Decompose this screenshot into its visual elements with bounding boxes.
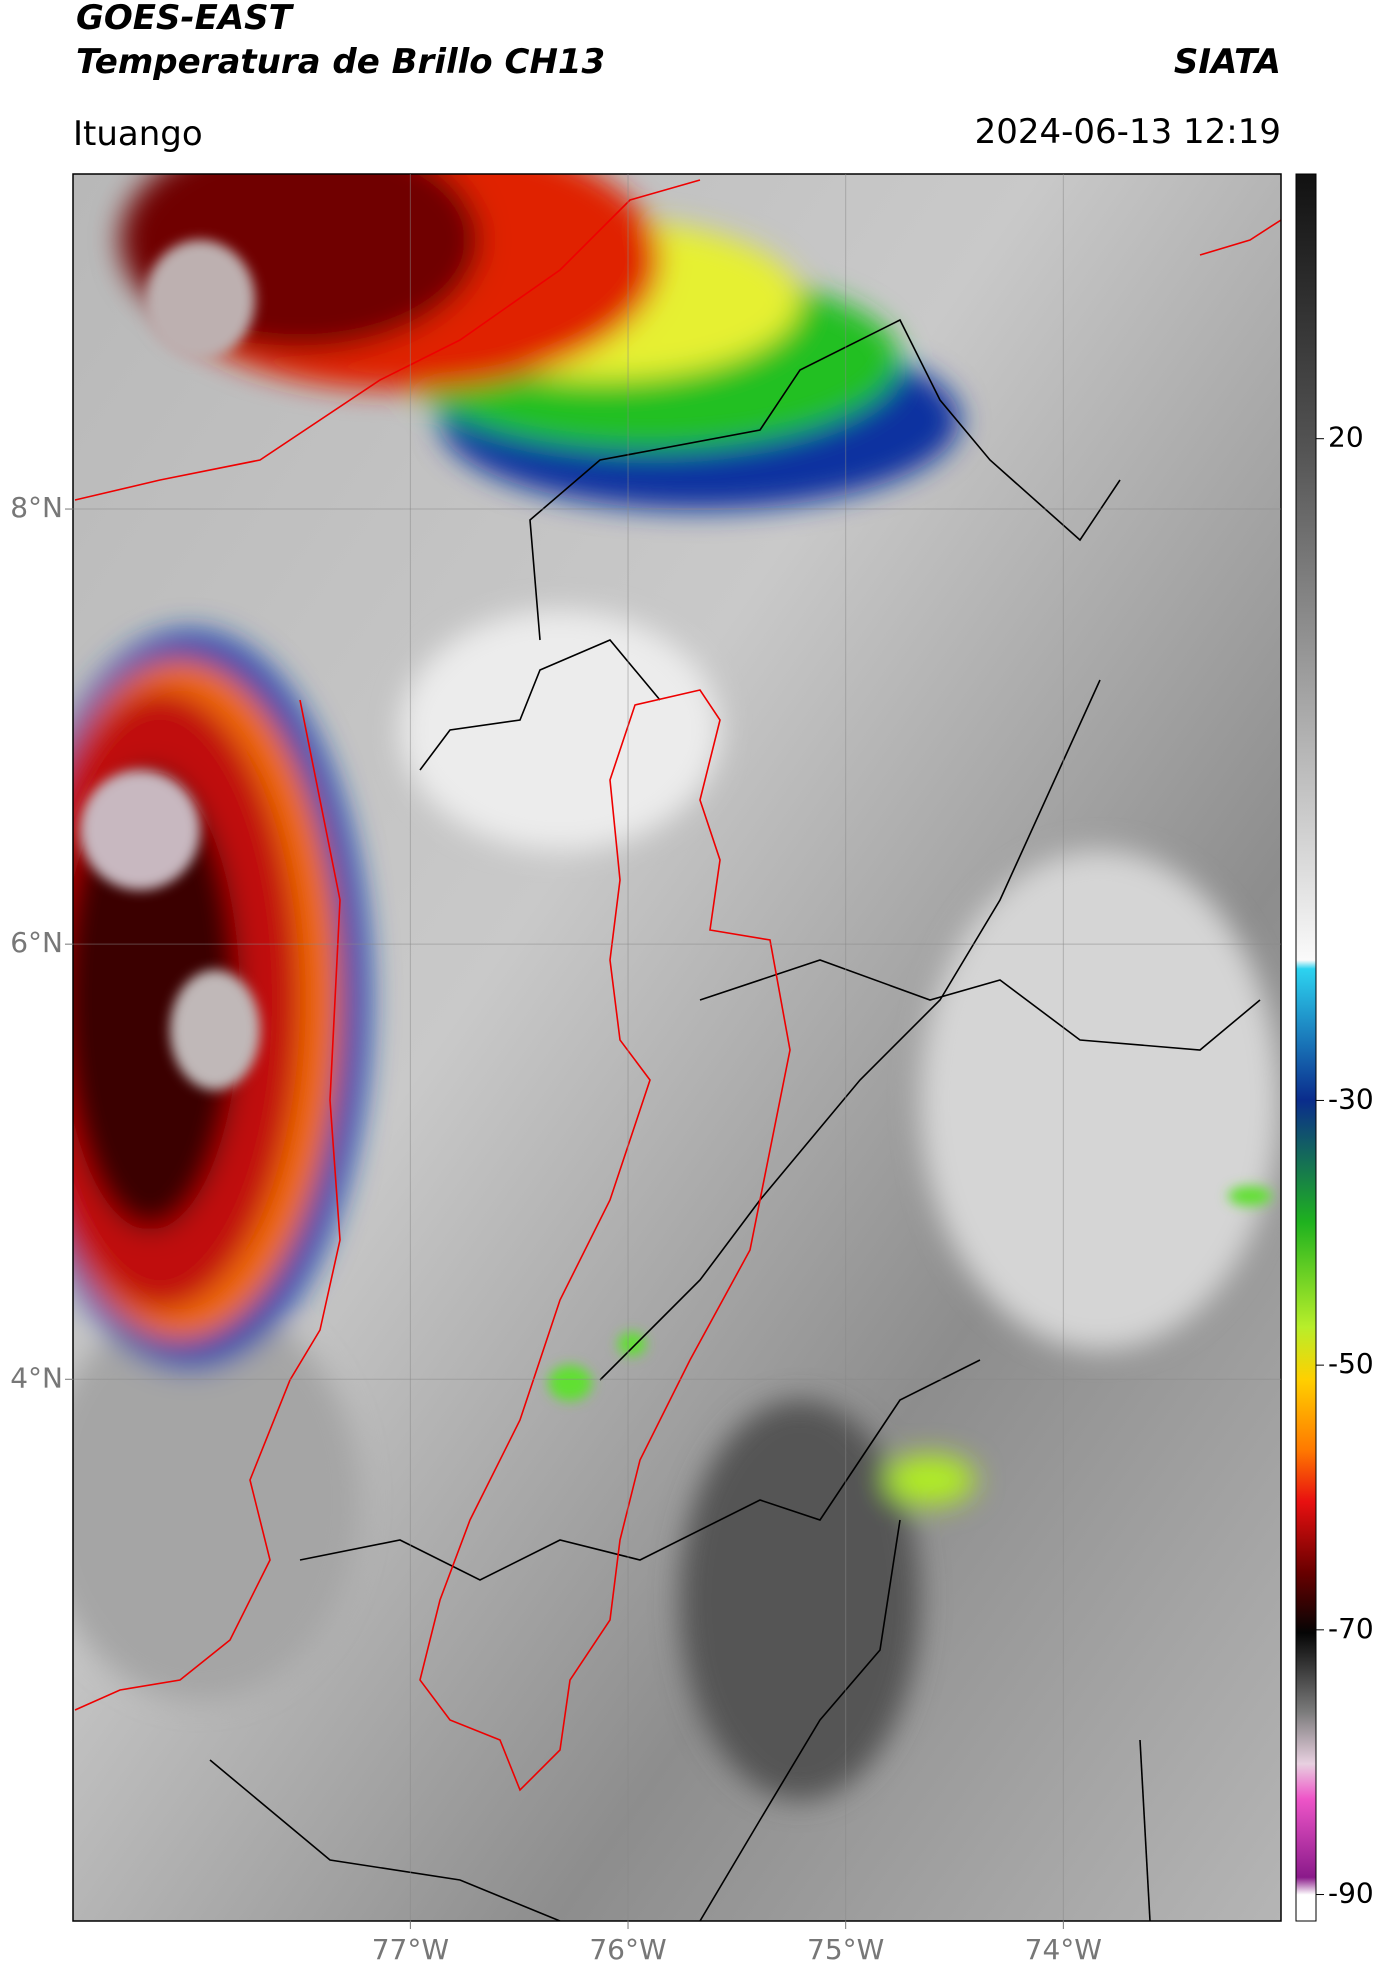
colorbar xyxy=(1295,173,1317,1922)
x-tick-label: 77°W xyxy=(372,1933,449,1966)
y-tick-label: 4°N xyxy=(10,1361,63,1394)
colorbar-tick-label: -70 xyxy=(1328,1612,1374,1645)
colorbar-tick-label: 20 xyxy=(1328,421,1364,454)
satellite-image xyxy=(73,174,1281,1921)
map-frame xyxy=(72,173,1282,1922)
datetime-label: 2024-06-13 12:19 xyxy=(974,112,1281,152)
x-tick-label: 74°W xyxy=(1025,1933,1102,1966)
x-tick-label: 75°W xyxy=(807,1933,884,1966)
product-title: Temperatura de Brillo CH13 xyxy=(76,42,606,82)
colorbar-tick-label: -30 xyxy=(1328,1082,1374,1115)
y-tick-label: 8°N xyxy=(10,491,63,524)
satellite-title: GOES-EAST xyxy=(76,0,292,38)
x-tick-label: 76°W xyxy=(589,1933,666,1966)
location-label: Ituango xyxy=(73,114,203,154)
y-tick-label: 6°N xyxy=(10,926,63,959)
colorbar-tick-label: -50 xyxy=(1328,1347,1374,1380)
source-label: SIATA xyxy=(1173,42,1281,82)
colorbar-tick-label: -90 xyxy=(1328,1877,1374,1910)
